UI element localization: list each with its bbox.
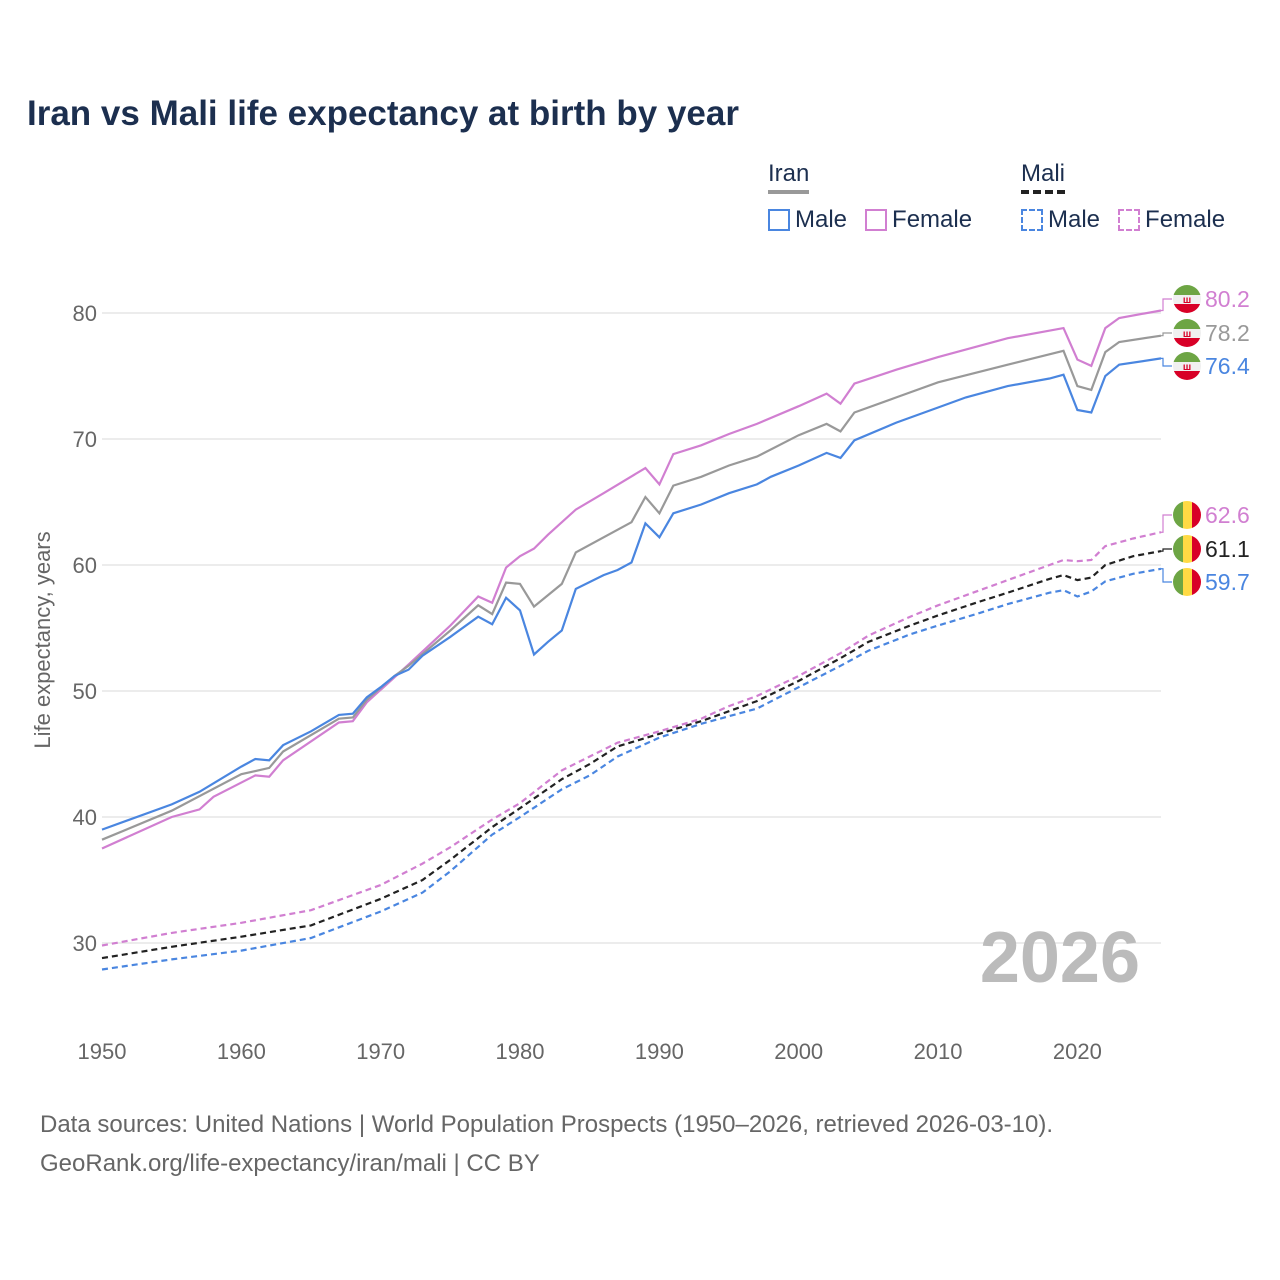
label-connector bbox=[1161, 357, 1172, 367]
label-connector bbox=[1161, 548, 1172, 552]
legend-mali: Mali Male Female bbox=[1021, 160, 1225, 234]
chart-title: Iran vs Mali life expectancy at birth by… bbox=[27, 94, 739, 133]
legend-label: Male bbox=[795, 206, 848, 233]
svg-text:ш: ш bbox=[1183, 295, 1191, 306]
legend-label: Female bbox=[1145, 206, 1226, 233]
x-tick-label: 2000 bbox=[774, 1039, 823, 1064]
series-line-iran-total[interactable] bbox=[101, 334, 1162, 841]
legend-iran: Iran Male Female bbox=[768, 160, 972, 234]
legend-iran-male[interactable]: Male bbox=[768, 206, 847, 234]
legend-swatch bbox=[768, 209, 790, 231]
mali-flag-icon bbox=[1173, 535, 1201, 563]
legend-label: Male bbox=[1048, 206, 1101, 233]
footer: Data sources: United Nations | World Pop… bbox=[40, 1105, 1053, 1183]
legend-country-iran: Iran bbox=[768, 160, 810, 194]
y-tick-label: 40 bbox=[73, 805, 97, 830]
y-tick-label: 80 bbox=[73, 301, 97, 326]
x-tick-label: 1990 bbox=[635, 1039, 684, 1064]
x-tick-label: 2020 bbox=[1053, 1039, 1102, 1064]
y-tick-label: 70 bbox=[73, 427, 97, 452]
legend-iran-female[interactable]: Female bbox=[865, 206, 972, 234]
end-value-label: 62.6 bbox=[1205, 502, 1250, 528]
y-axis-label: Life expectancy, years bbox=[30, 531, 55, 748]
legend-mali-male[interactable]: Male bbox=[1021, 206, 1100, 234]
y-tick-label: 60 bbox=[73, 553, 97, 578]
year-watermark: 2026 bbox=[980, 918, 1140, 998]
iran-flag-icon: ш bbox=[1173, 319, 1201, 347]
line-chart: 30 40 50 60 70 80 1950 1960 1970 1980 1990 2000 2010… bbox=[30, 285, 1250, 1064]
label-connector bbox=[1161, 332, 1172, 337]
y-tick-label: 50 bbox=[73, 679, 97, 704]
legend-country-mali: Mali bbox=[1021, 160, 1066, 194]
x-tick-label: 1970 bbox=[356, 1039, 405, 1064]
end-value-label: 78.2 bbox=[1205, 320, 1250, 346]
label-connector bbox=[1161, 514, 1172, 533]
series-line-iran-male[interactable] bbox=[101, 357, 1162, 831]
iran-flag-icon: ш bbox=[1173, 285, 1201, 313]
iran-flag-icon: ш bbox=[1173, 352, 1201, 380]
end-value-label: 59.7 bbox=[1205, 569, 1250, 595]
legend-swatch bbox=[1118, 209, 1141, 231]
x-tick-label: 1980 bbox=[496, 1039, 545, 1064]
x-tick-label: 1950 bbox=[78, 1039, 127, 1064]
legend-swatch bbox=[1021, 209, 1043, 231]
legend-mali-female[interactable]: Female bbox=[1118, 206, 1225, 234]
mali-flag-icon bbox=[1173, 501, 1201, 529]
end-value-label: 80.2 bbox=[1205, 286, 1250, 312]
label-connector bbox=[1161, 298, 1172, 312]
end-value-label: 61.1 bbox=[1205, 536, 1250, 562]
svg-text:ш: ш bbox=[1183, 362, 1191, 373]
legend-swatch bbox=[865, 209, 888, 231]
series-line-iran-female[interactable] bbox=[101, 309, 1162, 850]
x-tick-label: 1960 bbox=[217, 1039, 266, 1064]
x-tick-label: 2010 bbox=[914, 1039, 963, 1064]
series-line-mali-total[interactable] bbox=[101, 550, 1162, 960]
source-link[interactable]: GeoRank.org/life-expectancy/iran/mali | … bbox=[40, 1150, 540, 1177]
y-tick-label: 30 bbox=[73, 931, 97, 956]
data-source: Data sources: United Nations | World Pop… bbox=[40, 1111, 1054, 1138]
end-value-label: 76.4 bbox=[1205, 353, 1250, 379]
mali-flag-icon bbox=[1173, 568, 1201, 596]
series-line-mali-female[interactable] bbox=[101, 531, 1162, 947]
series-line-mali-male[interactable] bbox=[101, 567, 1162, 971]
label-connector bbox=[1161, 568, 1172, 583]
svg-text:ш: ш bbox=[1183, 329, 1191, 340]
legend-label: Female bbox=[892, 206, 973, 233]
